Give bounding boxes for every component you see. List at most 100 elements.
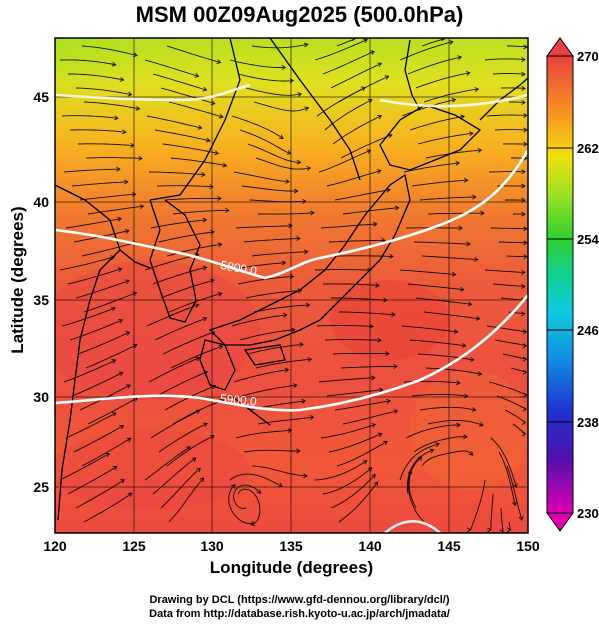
streamline (168, 477, 204, 523)
streamline-arrowhead (451, 97, 457, 103)
streamline (83, 101, 140, 110)
streamline (405, 424, 460, 439)
streamline-arrowhead (367, 98, 373, 104)
streamline (231, 314, 287, 327)
streamline-arrowhead (466, 527, 472, 533)
colorbar-tick: 262 (577, 141, 599, 156)
streamline-arrowhead (435, 442, 440, 448)
streamline-arrowhead (383, 297, 388, 303)
streamline-arrowhead (210, 278, 215, 284)
streamline-arrowhead (363, 38, 368, 44)
streamline (158, 231, 215, 243)
streamline-arrowhead (521, 283, 526, 289)
streamline-arrowhead (112, 466, 118, 471)
streamline-arrowhead (293, 383, 298, 388)
x-tick-label: 120 (43, 538, 67, 554)
streamline (407, 56, 462, 75)
streamline (69, 319, 123, 341)
streamline-arrowhead (453, 329, 459, 334)
streamline-arrowhead (214, 150, 220, 156)
streamline (75, 87, 132, 96)
streamline-arrowhead (209, 434, 215, 440)
streamline (241, 185, 298, 192)
x-tick-label: 150 (516, 538, 540, 554)
streamline (83, 292, 137, 313)
streamline (67, 466, 118, 495)
streamline-arrowhead (474, 257, 479, 262)
streamline-arrowhead (281, 65, 287, 70)
y-axis-label: Latitude (degrees) (8, 206, 27, 354)
streamline-arrowhead (202, 217, 208, 223)
streamline-arrowhead (116, 166, 121, 172)
streamline (251, 251, 308, 257)
streamline-arrowhead (305, 302, 311, 308)
coastlines (55, 38, 528, 521)
streamline (168, 101, 224, 118)
streamline-arrowhead (304, 106, 310, 112)
streamline (71, 181, 128, 187)
streamline (258, 212, 315, 215)
y-tick-label: 40 (33, 194, 49, 210)
streamline (243, 449, 300, 453)
streamline-arrowhead (448, 40, 454, 45)
streamline (425, 367, 482, 375)
streamline (154, 317, 207, 341)
streamline (251, 43, 308, 49)
streamline-arrowhead (196, 467, 201, 473)
streamline (144, 59, 199, 77)
streamline (59, 256, 115, 271)
streamline (148, 357, 200, 383)
streamline (427, 420, 484, 427)
streamline (509, 101, 526, 103)
streamline (239, 329, 295, 341)
streamline-arrowhead (284, 367, 290, 373)
streamline (326, 170, 381, 187)
streamline (316, 86, 366, 117)
streamline-arrowhead (457, 55, 463, 61)
streamline-arrowhead (210, 100, 216, 106)
streamline (504, 409, 526, 423)
streamline-arrowhead (127, 492, 133, 497)
streamline-arrowhead (523, 226, 528, 232)
streamline (144, 446, 191, 481)
streamline (158, 423, 208, 453)
streamline-arrowhead (205, 137, 211, 143)
streamline-arrowhead (127, 91, 133, 97)
streamline-arrowhead (463, 434, 468, 440)
streamline-arrowhead (523, 240, 528, 246)
x-axis: 120 125 130 135 140 145 150 (43, 538, 540, 554)
streamline (490, 493, 494, 530)
contour-label-5900: 5900.0 (219, 391, 257, 408)
streamline (322, 467, 372, 495)
x-tick-label: 145 (437, 538, 461, 554)
streamline-arrowhead (309, 415, 315, 420)
streamline-arrowhead (466, 241, 471, 247)
streamline (235, 429, 292, 439)
streamline (401, 325, 458, 333)
streamline-arrowhead (378, 387, 384, 393)
streamline (502, 353, 527, 360)
streamline-arrowhead (296, 236, 301, 241)
streamline-arrowhead (521, 57, 526, 63)
colorbar-tick: 254 (577, 232, 599, 247)
streamline (160, 87, 215, 105)
y-tick-label: 25 (33, 479, 49, 495)
streamline (150, 219, 207, 229)
streamline-arrowhead (381, 237, 386, 243)
streamline-arrowhead (216, 59, 222, 65)
streamline-arrowhead (521, 431, 527, 437)
streamline-arrowhead (373, 221, 378, 227)
streamline-arrowhead (506, 527, 512, 533)
streamline (399, 269, 456, 276)
streamline-arrowhead (371, 423, 377, 428)
streamline (87, 397, 138, 425)
streamline (316, 325, 374, 327)
streamline-arrowhead (297, 288, 303, 294)
streamline-arrowhead (195, 409, 201, 415)
streamline (253, 304, 310, 313)
streamline (500, 297, 525, 301)
streamline-arrowhead (296, 159, 302, 165)
streamline (332, 115, 382, 145)
streamline-arrowhead (513, 483, 518, 488)
streamline-arrowhead (124, 228, 130, 234)
